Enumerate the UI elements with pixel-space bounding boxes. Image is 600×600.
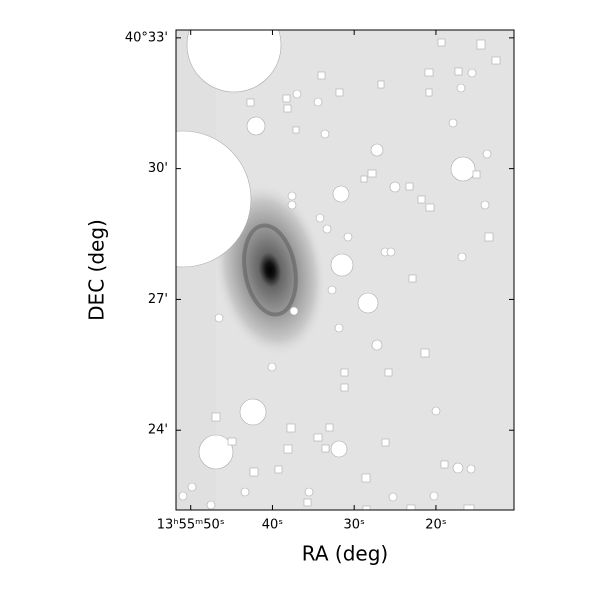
- y-axis-label: DEC (deg): [85, 219, 109, 321]
- x-tick-label: 13ʰ55ᵐ50ˢ: [157, 518, 225, 533]
- x-tick-label: 20ˢ: [425, 518, 447, 533]
- x-tick-label: 40ˢ: [262, 518, 284, 533]
- frame: [175, 29, 515, 511]
- y-tick-label: 30': [148, 161, 168, 176]
- y-tick-label: 27': [148, 292, 168, 307]
- y-tick-label: 40°33': [125, 30, 168, 45]
- x-axis-label: RA (deg): [302, 542, 388, 566]
- y-tick-label: 24': [148, 423, 168, 438]
- image: [176, 30, 514, 510]
- x-tick-label: 30ˢ: [343, 518, 365, 533]
